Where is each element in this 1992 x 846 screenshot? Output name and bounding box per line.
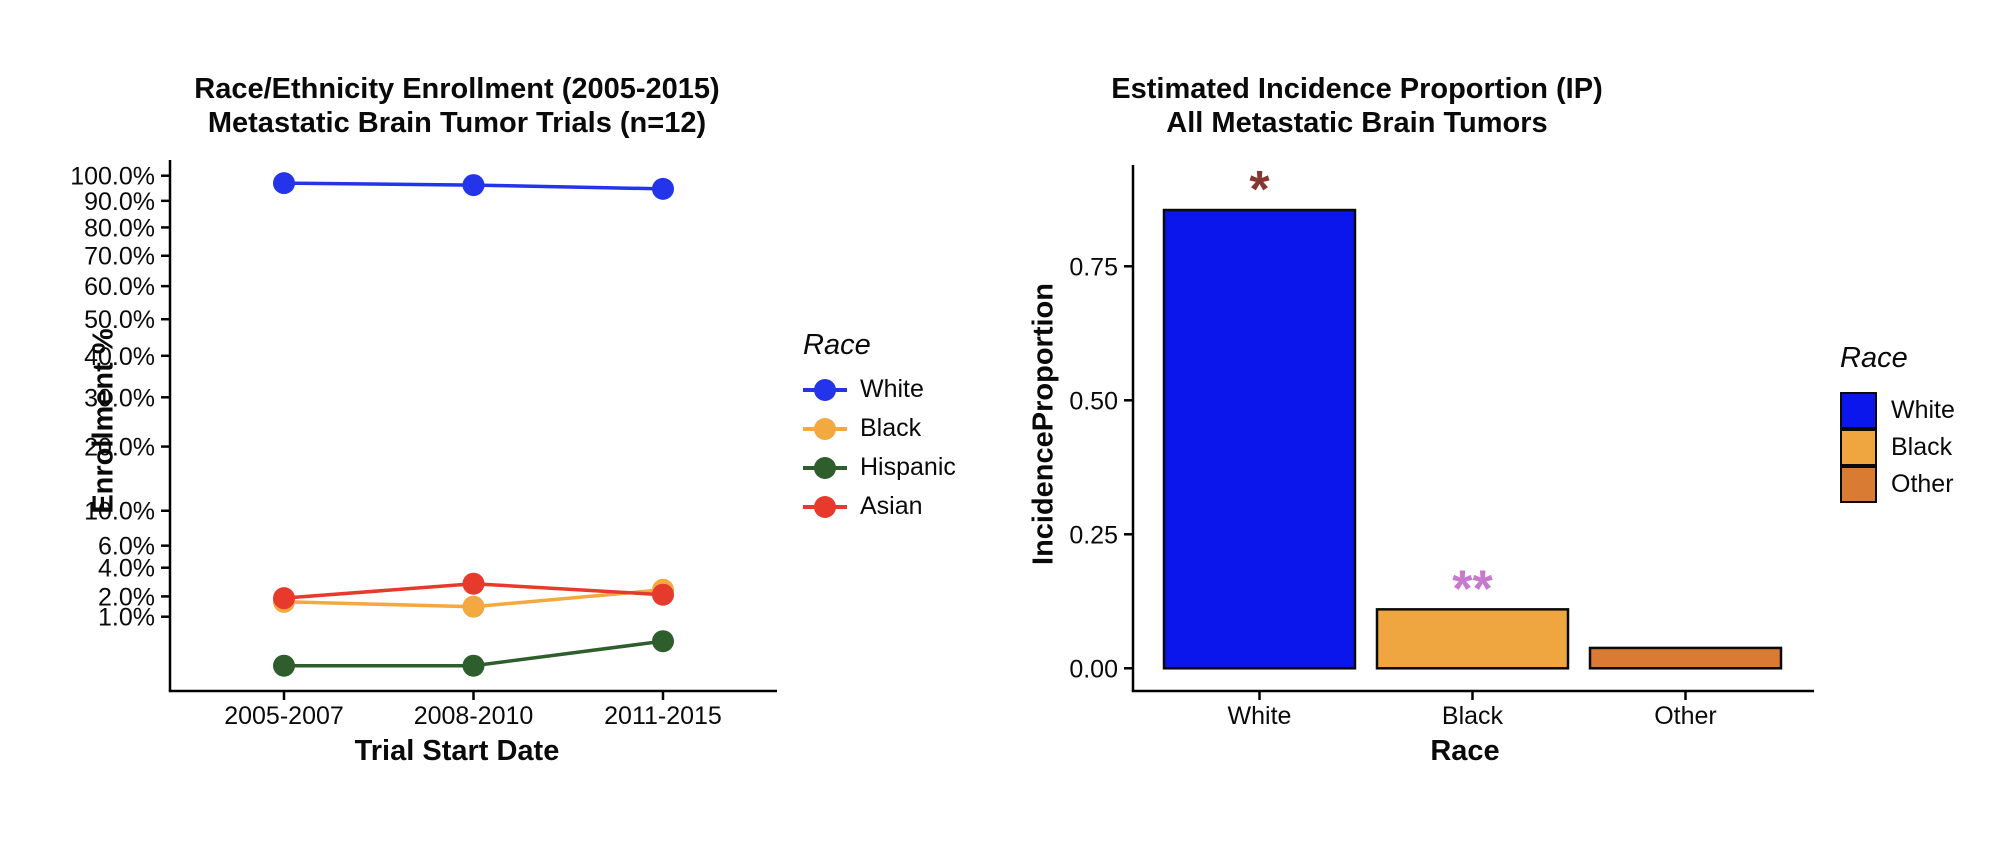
data-point-hispanic-2: [652, 630, 674, 653]
left-legend-entry-white: White: [803, 370, 956, 409]
left-legend-label-asian: Asian: [860, 492, 923, 520]
left-y-tick-label-1: 90.0%: [84, 188, 155, 216]
left-y-tick-label-8: 20.0%: [84, 434, 155, 462]
right-legend-key-black-swatch: [1840, 429, 1877, 466]
right-x-tick-label-2: Other: [1654, 702, 1717, 730]
left-legend: Race White Black Hispanic Asian: [803, 329, 956, 526]
right-legend-label-other: Other: [1891, 470, 1954, 498]
right-chart-title-line2: All Metastatic Brain Tumors: [1166, 107, 1548, 139]
left-legend-entries: White Black Hispanic Asian: [803, 370, 956, 526]
data-point-asian-1: [462, 572, 485, 595]
right-y-tick-label-2: 0.50: [1069, 387, 1118, 415]
left-x-tick-label-2: 2011-2015: [604, 702, 722, 730]
left-y-tick-label-7: 30.0%: [84, 384, 155, 412]
legend-key-dot: [814, 495, 836, 518]
left-legend-title: Race: [803, 329, 871, 361]
left-legend-entry-asian: Asian: [803, 487, 956, 526]
bar-other: [1588, 646, 1783, 670]
right-chart-title-line1: Estimated Incidence Proportion (IP): [1111, 73, 1603, 105]
right-y-tick-label-3: 0.75: [1069, 253, 1118, 281]
bar-white: [1162, 208, 1357, 670]
left-y-tick-label-11: 4.0%: [98, 555, 155, 583]
left-y-tick-label-3: 70.0%: [84, 243, 155, 271]
left-y-tick-label-2: 80.0%: [84, 214, 155, 242]
right-x-axis-title: Race: [1430, 735, 1500, 767]
right-legend: Race White Black Other: [1840, 342, 1955, 503]
left-y-axis-title: Enrollment %: [87, 328, 120, 514]
right-legend-entry-white: White: [1840, 392, 1955, 429]
left-x-tick-label-0: 2005-2007: [224, 702, 344, 730]
right-legend-entries: White Black Other: [1840, 392, 1955, 503]
left-legend-entry-black: Black: [803, 409, 956, 448]
legend-key-dot: [814, 456, 836, 479]
right-legend-key-white-swatch: [1840, 392, 1877, 429]
data-point-white-2: [652, 177, 674, 200]
right-legend-label-black: Black: [1891, 433, 1953, 461]
left-x-axis-title: Trial Start Date: [354, 735, 560, 767]
data-point-asian-0: [273, 587, 295, 610]
left-y-tick-label-0: 100.0%: [70, 163, 155, 191]
left-y-tick-label-13: 1.0%: [98, 604, 155, 632]
right-y-tick-label-1: 0.25: [1069, 521, 1118, 549]
right-legend-key-other-swatch: [1840, 466, 1877, 503]
data-point-hispanic-1: [462, 654, 485, 677]
right-legend-title: Race: [1840, 342, 1908, 374]
left-y-tick-label-12: 2.0%: [98, 583, 155, 611]
left-y-tick-label-10: 6.0%: [98, 533, 155, 561]
left-legend-key-asian-icon: [803, 492, 847, 522]
left-legend-label-white: White: [860, 375, 924, 403]
left-legend-entry-hispanic: Hispanic: [803, 448, 956, 487]
data-point-white-0: [273, 172, 295, 195]
left-y-tick-label-4: 60.0%: [84, 273, 155, 301]
significance-annotation-white: *: [1249, 161, 1270, 219]
bar-black: [1375, 608, 1570, 670]
left-legend-label-black: Black: [860, 414, 922, 442]
right-legend-entry-other: Other: [1840, 466, 1955, 503]
right-chart-title: Estimated Incidence Proportion (IP) All …: [1111, 72, 1602, 140]
data-point-white-1: [462, 174, 485, 197]
data-point-asian-2: [652, 583, 674, 606]
legend-key-dot: [814, 417, 836, 440]
right-legend-label-white: White: [1891, 396, 1955, 424]
left-chart-title-line1: Race/Ethnicity Enrollment (2005-2015): [194, 73, 720, 105]
right-legend-entry-black: Black: [1840, 429, 1955, 466]
left-legend-key-black-icon: [803, 414, 847, 444]
significance-annotation-black: **: [1452, 560, 1493, 618]
left-chart-title: Race/Ethnicity Enrollment (2005-2015) Me…: [194, 72, 719, 140]
left-legend-key-white-icon: [803, 375, 847, 405]
left-legend-label-hispanic: Hispanic: [860, 453, 956, 481]
left-chart-title-line2: Metastatic Brain Tumor Trials (n=12): [207, 107, 707, 139]
right-y-tick-label-0: 0.00: [1069, 655, 1118, 683]
right-x-tick-label-1: Black: [1442, 702, 1504, 730]
legend-key-dot: [814, 378, 836, 401]
left-y-tick-label-6: 40.0%: [84, 343, 155, 371]
left-y-tick-label-5: 50.0%: [84, 306, 155, 334]
right-x-tick-label-0: White: [1228, 702, 1292, 730]
right-y-axis-title: IncidenceProportion: [1027, 283, 1060, 565]
data-point-hispanic-0: [273, 654, 295, 677]
left-x-tick-label-1: 2008-2010: [414, 702, 534, 730]
left-y-tick-label-9: 10.0%: [84, 498, 155, 526]
left-legend-key-hispanic-icon: [803, 453, 847, 483]
data-point-black-1: [462, 595, 485, 618]
